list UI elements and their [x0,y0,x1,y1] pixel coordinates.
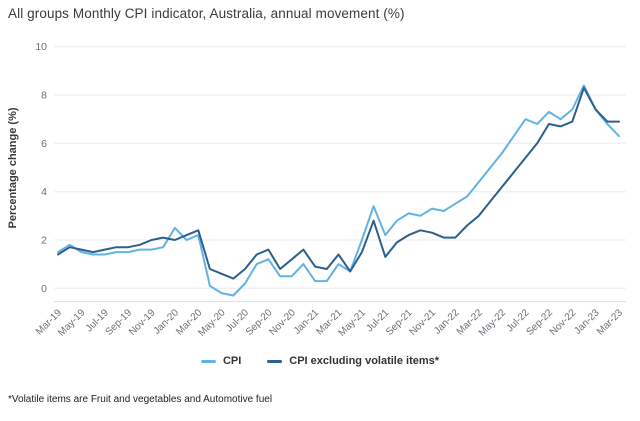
svg-text:May-19: May-19 [56,307,88,339]
y-axis-tick-labels: 0 2 4 6 8 10 [35,41,47,295]
legend-item-cpi-excl-volatile: CPI excluding volatile items* [267,355,439,367]
cpi-excl-volatile-line [57,86,620,280]
svg-text:2: 2 [41,235,47,247]
svg-text:Nov-22: Nov-22 [548,307,579,338]
svg-text:Mar-23: Mar-23 [595,307,625,337]
legend-label-cpi: CPI [222,355,242,367]
svg-text:8: 8 [41,90,47,102]
legend-item-cpi: CPI [200,355,242,367]
svg-text:0: 0 [41,283,47,295]
cpi-line [57,84,620,297]
chart-footnote: *Volatile items are Fruit and vegetables… [8,394,273,405]
svg-text:May-21: May-21 [337,307,369,339]
chart-title: All groups Monthly CPI indicator, Austra… [8,6,405,21]
gridlines [54,46,626,289]
svg-text:4: 4 [41,186,47,198]
cpi-line-swatch-icon [200,359,216,363]
svg-text:Nov-20: Nov-20 [267,307,298,338]
svg-text:6: 6 [41,138,47,150]
svg-text:Nov-21: Nov-21 [408,307,439,338]
cpi-excl-volatile-line-swatch-icon [267,359,283,363]
svg-text:10: 10 [35,41,47,53]
legend-label-cpi-excl-volatile: CPI excluding volatile items* [289,355,440,367]
chart-legend: CPI CPI excluding volatile items* [0,351,640,371]
svg-text:Nov-19: Nov-19 [127,307,158,338]
y-axis-title: Percentage change (%) [7,107,19,228]
x-axis-tick-labels: Mar-19May-19Jul-19Sep-19Nov-19Jan-20Mar-… [34,307,625,339]
